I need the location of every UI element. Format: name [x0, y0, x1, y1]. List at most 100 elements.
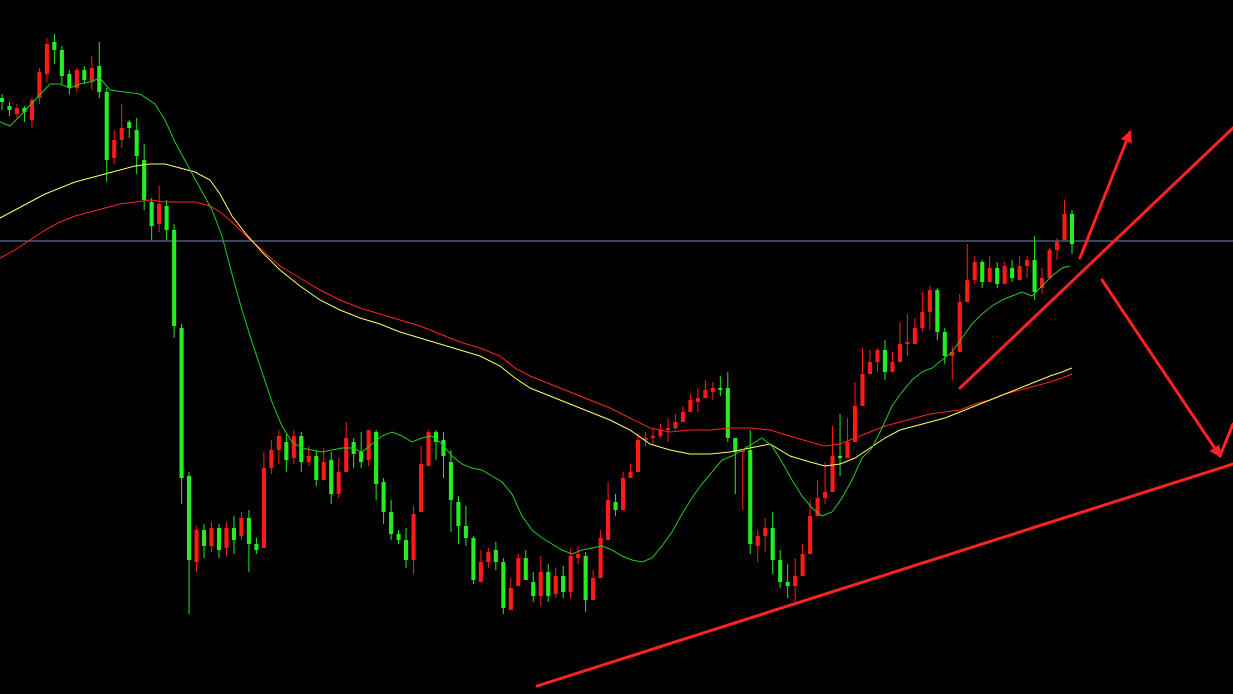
candle-body — [1047, 250, 1052, 278]
candle-body — [837, 456, 843, 458]
candle — [97, 42, 102, 98]
candle — [650, 428, 656, 444]
annotation-arrow — [1078, 130, 1132, 260]
candle — [755, 530, 760, 562]
candle-body — [546, 572, 551, 596]
candle — [553, 568, 558, 598]
candle — [179, 324, 184, 504]
candle — [127, 120, 132, 138]
candle-body — [501, 562, 506, 608]
candle-body — [852, 406, 858, 442]
candle-body — [793, 576, 798, 586]
candle — [852, 382, 858, 442]
candle-body — [201, 530, 207, 546]
candle — [778, 550, 783, 588]
candle — [314, 450, 319, 486]
candle — [531, 572, 536, 602]
candle — [927, 286, 932, 330]
candle — [239, 512, 244, 540]
candle-body — [381, 482, 386, 512]
candle-body — [613, 502, 618, 510]
candle — [329, 452, 334, 504]
candle-body — [845, 442, 850, 458]
candle-body — [112, 140, 117, 158]
candle-body — [29, 100, 34, 120]
candle-body — [808, 516, 813, 554]
candle — [770, 512, 775, 574]
candle-body — [493, 550, 498, 562]
candle — [905, 314, 910, 356]
candle-body — [37, 72, 42, 98]
candle-body — [568, 556, 573, 592]
candle — [231, 516, 237, 554]
candle-body — [980, 262, 985, 282]
candle-body — [748, 450, 753, 544]
candle-body — [576, 554, 581, 558]
candle — [299, 432, 304, 472]
candle-body — [276, 436, 281, 450]
candle-body — [606, 500, 611, 540]
candle-body — [815, 498, 820, 516]
ma-fast-line — [0, 77, 1071, 563]
candle-body — [561, 576, 566, 592]
candle-body — [867, 362, 873, 374]
candle-body — [411, 514, 416, 560]
candle-body — [246, 518, 251, 544]
candle — [710, 382, 715, 400]
candle — [134, 118, 139, 174]
candle-body — [418, 464, 424, 512]
candle-body — [194, 530, 199, 562]
candle-body — [299, 436, 304, 462]
candle-body — [965, 280, 970, 302]
candle-body — [658, 430, 663, 436]
candle — [890, 352, 895, 372]
candle-body — [74, 70, 79, 88]
candle-body — [329, 460, 334, 494]
candle-body — [239, 518, 244, 536]
candle — [1010, 260, 1015, 282]
annotation-arrow — [1100, 278, 1222, 458]
annotations-group — [535, 126, 1233, 688]
candle — [89, 56, 94, 90]
candle — [104, 88, 109, 182]
candle-body — [134, 130, 139, 156]
candle — [875, 348, 880, 372]
candle-body — [860, 374, 865, 406]
candles-group — [0, 34, 1075, 614]
candle — [426, 430, 431, 466]
candle — [635, 434, 641, 472]
candle — [276, 430, 281, 464]
candle-body — [650, 436, 656, 438]
candle-body — [890, 362, 895, 372]
candle — [561, 566, 566, 598]
candle — [665, 418, 671, 442]
candle-body — [478, 562, 483, 582]
candle — [882, 340, 887, 380]
candle-body — [897, 344, 902, 362]
candle — [815, 480, 820, 516]
candle — [22, 106, 27, 122]
candle-body — [905, 342, 910, 344]
candle-body — [448, 462, 454, 500]
annotation-trendline — [958, 126, 1233, 390]
candle-body — [119, 128, 124, 140]
candle — [52, 34, 57, 64]
candle — [119, 104, 124, 148]
candle-body — [695, 398, 700, 402]
candle-body — [927, 290, 932, 312]
candle — [1047, 248, 1052, 278]
candle-body — [433, 432, 439, 442]
candle — [1002, 262, 1007, 284]
moving-averages-group — [0, 77, 1073, 563]
candle — [523, 550, 528, 580]
candle-body — [261, 468, 266, 548]
candle-body — [104, 92, 109, 160]
candle — [1069, 210, 1075, 254]
candle-body — [89, 68, 94, 82]
candle — [688, 394, 693, 412]
candle-body — [291, 436, 296, 458]
candle-body — [0, 98, 5, 102]
candle — [1025, 256, 1030, 278]
candle — [620, 472, 626, 510]
